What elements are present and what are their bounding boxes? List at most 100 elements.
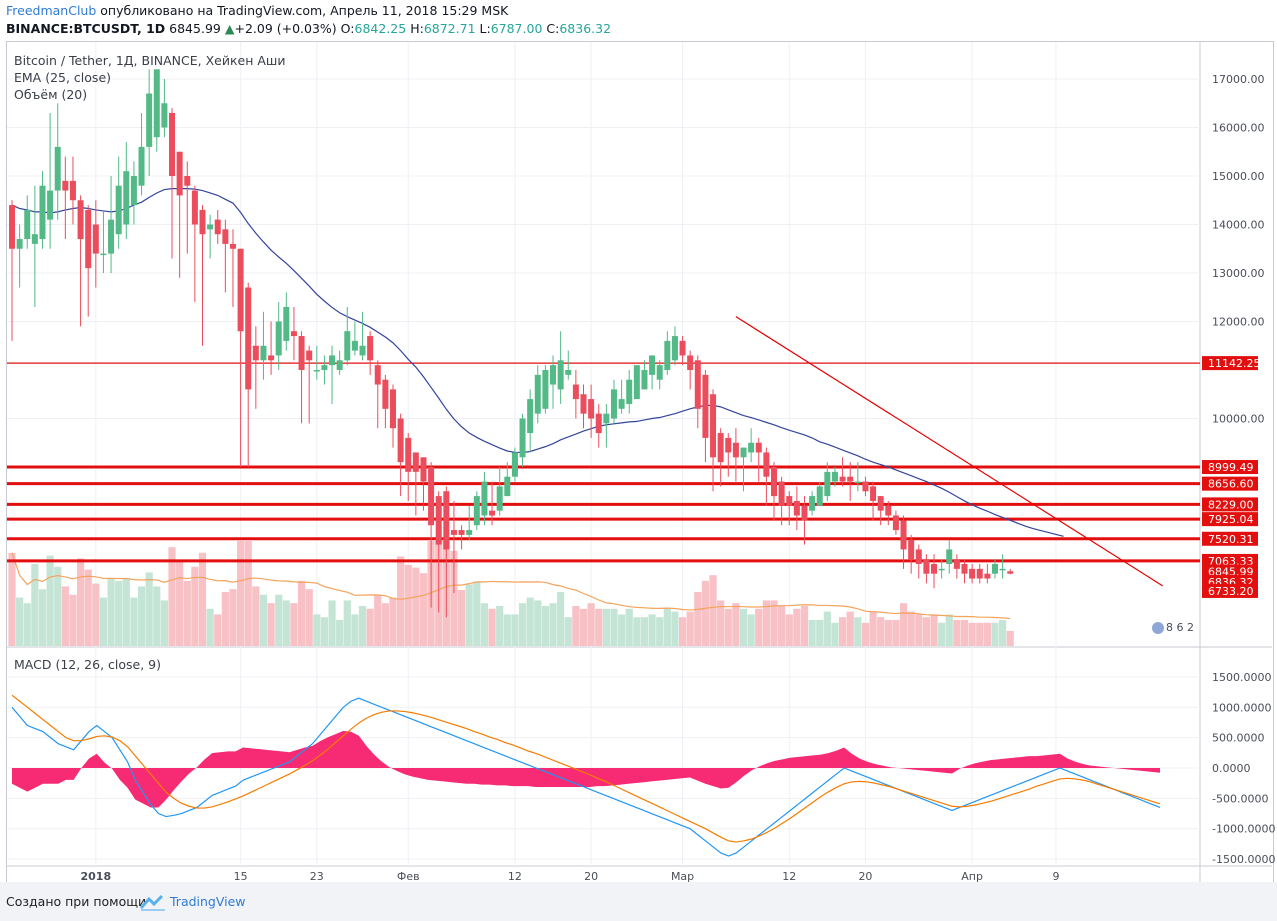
candle-body[interactable]: [771, 467, 777, 497]
candle-body[interactable]: [999, 568, 1006, 571]
candle-body[interactable]: [656, 365, 663, 380]
candle-body[interactable]: [877, 496, 884, 511]
candle-body[interactable]: [824, 471, 831, 497]
candle-body[interactable]: [138, 146, 145, 186]
candle-body[interactable]: [885, 505, 892, 516]
candle-body[interactable]: [268, 355, 275, 361]
candle-body[interactable]: [405, 437, 412, 472]
candle-body[interactable]: [435, 496, 442, 545]
candle-body[interactable]: [16, 239, 23, 249]
candle-body[interactable]: [260, 345, 267, 361]
candle-body[interactable]: [47, 190, 54, 220]
candle-body[interactable]: [793, 500, 800, 516]
candle-body[interactable]: [153, 69, 160, 138]
candle-body[interactable]: [24, 209, 31, 240]
candle-body[interactable]: [740, 447, 747, 458]
candle-body[interactable]: [755, 442, 762, 453]
candle-body[interactable]: [870, 486, 877, 501]
candle-body[interactable]: [557, 360, 564, 390]
brand-link[interactable]: FreedmanClub: [6, 3, 97, 18]
candle-body[interactable]: [367, 336, 374, 361]
candle-body[interactable]: [969, 568, 976, 579]
candle-body[interactable]: [946, 549, 953, 564]
candle-body[interactable]: [123, 171, 130, 225]
candle-body[interactable]: [214, 219, 221, 235]
candle-body[interactable]: [100, 253, 107, 256]
candle-body[interactable]: [306, 350, 313, 361]
candle-body[interactable]: [588, 399, 595, 419]
candle-body[interactable]: [473, 496, 480, 526]
candle-body[interactable]: [915, 549, 922, 564]
candle-body[interactable]: [290, 331, 297, 337]
candle-body[interactable]: [336, 360, 343, 370]
candle-body[interactable]: [694, 360, 701, 409]
candle-body[interactable]: [854, 481, 861, 484]
candle-body[interactable]: [397, 418, 404, 463]
candle-body[interactable]: [976, 568, 983, 579]
candle-body[interactable]: [420, 457, 427, 482]
candle-body[interactable]: [9, 205, 15, 249]
candle-body[interactable]: [786, 496, 793, 506]
candle-body[interactable]: [54, 146, 61, 191]
candle-body[interactable]: [146, 93, 153, 147]
candle-body[interactable]: [580, 394, 587, 414]
candle-body[interactable]: [161, 103, 168, 128]
candle-body[interactable]: [298, 336, 305, 370]
candle-body[interactable]: [664, 340, 671, 370]
candle-body[interactable]: [908, 539, 915, 560]
candle-body[interactable]: [31, 234, 38, 244]
candle-body[interactable]: [176, 151, 183, 196]
candle-body[interactable]: [496, 486, 503, 511]
candle-body[interactable]: [169, 112, 176, 176]
candle-body[interactable]: [62, 180, 69, 191]
candle-body[interactable]: [245, 287, 252, 390]
candle-body[interactable]: [275, 321, 282, 356]
candle-body[interactable]: [344, 331, 351, 361]
candle-body[interactable]: [961, 564, 968, 574]
candle-body[interactable]: [313, 370, 320, 372]
candle-body[interactable]: [595, 413, 602, 434]
candle-body[interactable]: [610, 389, 617, 419]
candle-body[interactable]: [725, 437, 732, 453]
candle-body[interactable]: [679, 340, 686, 356]
candle-body[interactable]: [527, 399, 534, 434]
candle-body[interactable]: [237, 248, 244, 332]
candle-body[interactable]: [862, 481, 869, 492]
candle-body[interactable]: [374, 365, 381, 385]
candle-body[interactable]: [85, 209, 92, 269]
candle-body[interactable]: [839, 476, 846, 482]
candle-body[interactable]: [108, 219, 115, 254]
candle-body[interactable]: [710, 394, 717, 458]
candle-body[interactable]: [466, 530, 473, 535]
candle-body[interactable]: [229, 243, 236, 249]
candle-body[interactable]: [900, 520, 907, 550]
candle-body[interactable]: [92, 224, 99, 254]
tradingview-logo-icon[interactable]: [140, 893, 166, 911]
candle-body[interactable]: [892, 515, 899, 531]
candle-body[interactable]: [938, 568, 945, 571]
candle-body[interactable]: [519, 418, 526, 458]
candle-body[interactable]: [809, 496, 816, 511]
candle-body[interactable]: [489, 510, 496, 516]
candle-body[interactable]: [603, 413, 610, 424]
candle-body[interactable]: [130, 176, 137, 206]
candle-body[interactable]: [450, 530, 457, 535]
candle-body[interactable]: [923, 559, 930, 574]
candle-body[interactable]: [671, 336, 678, 361]
candle-body[interactable]: [443, 491, 450, 550]
candle-body[interactable]: [550, 365, 557, 385]
candle-body[interactable]: [428, 467, 435, 526]
candle-body[interactable]: [618, 399, 625, 409]
candle-body[interactable]: [481, 481, 488, 516]
candle-body[interactable]: [763, 452, 770, 477]
candle-body[interactable]: [542, 370, 549, 409]
candle-body[interactable]: [649, 355, 656, 375]
candle-body[interactable]: [801, 505, 808, 521]
candle-body[interactable]: [222, 229, 229, 244]
candle-body[interactable]: [717, 433, 724, 463]
candle-body[interactable]: [687, 355, 694, 370]
candle-body[interactable]: [184, 176, 191, 186]
candle-body[interactable]: [77, 200, 84, 240]
candle-body[interactable]: [504, 476, 511, 497]
candle-body[interactable]: [1007, 571, 1014, 574]
